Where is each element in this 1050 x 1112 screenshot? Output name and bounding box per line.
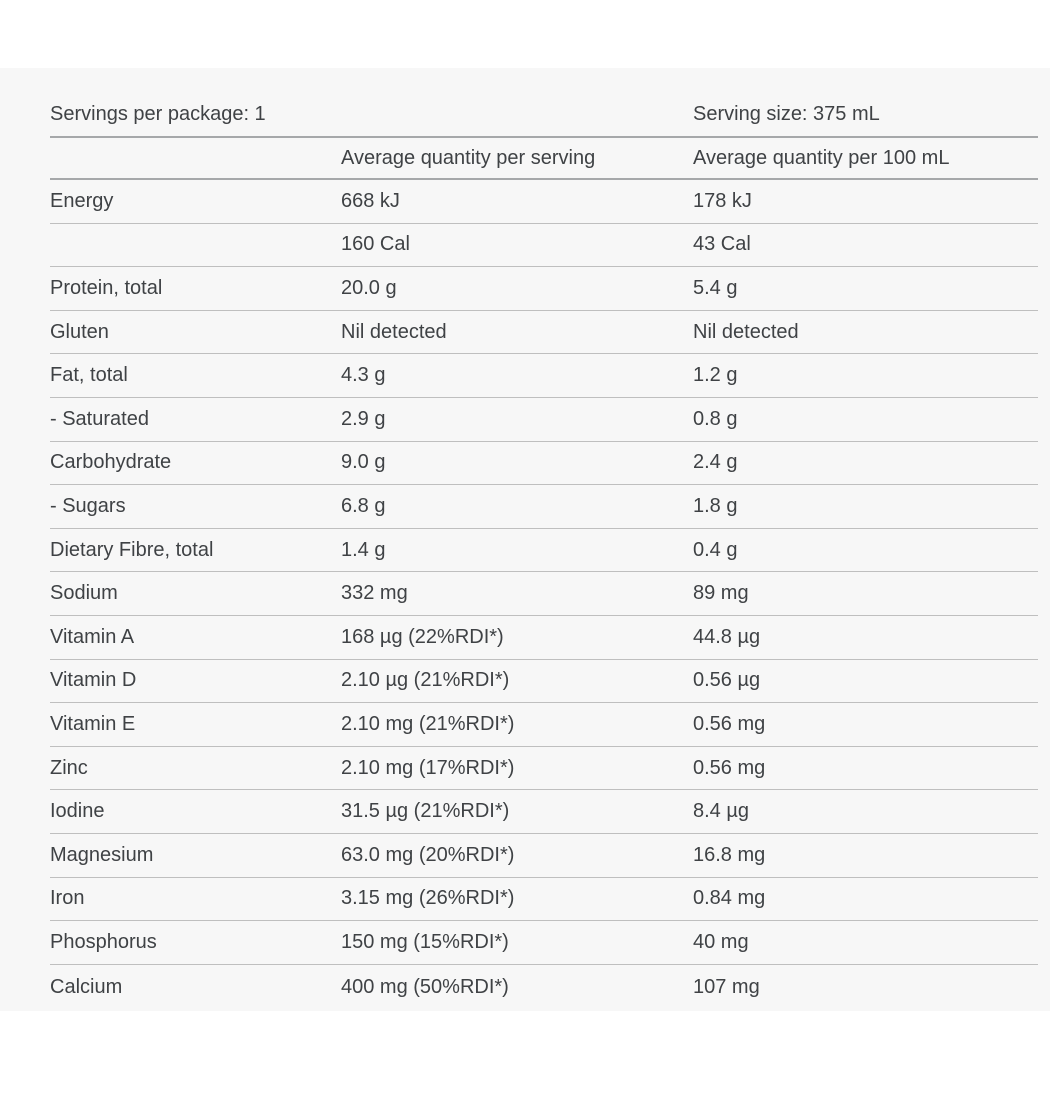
per-serving-cell: 160 Cal: [341, 223, 693, 268]
table-row: Gluten Nil detected Nil detected: [50, 310, 1038, 355]
per-serving-cell: 332 mg: [341, 571, 693, 616]
table-row: Vitamin E 2.10 mg (21%RDI*) 0.56 mg: [50, 702, 1038, 747]
column-header-row: Average quantity per serving Average qua…: [50, 137, 1038, 180]
table-body: Energy 668 kJ 178 kJ 160 Cal 43 Cal Prot…: [50, 179, 1038, 1011]
per-100ml-cell: 2.4 g: [693, 441, 1038, 486]
table-row: Sodium 332 mg 89 mg: [50, 571, 1038, 616]
per-100ml-cell: 8.4 µg: [693, 789, 1038, 834]
nutrient-name-cell: Zinc: [50, 746, 341, 791]
per-serving-cell: 2.10 µg (21%RDI*): [341, 659, 693, 704]
per-100ml-cell: 89 mg: [693, 571, 1038, 616]
per-100ml-cell: 40 mg: [693, 920, 1038, 965]
serving-size-label: Serving size: 375 mL: [693, 68, 1038, 138]
nutrition-panel: Servings per package: 1 Serving size: 37…: [0, 68, 1050, 1011]
column-header-nutrient: [50, 137, 341, 180]
per-100ml-cell: 178 kJ: [693, 179, 1038, 224]
nutrition-table: Servings per package: 1 Serving size: 37…: [50, 68, 1038, 1011]
per-serving-cell: 668 kJ: [341, 179, 693, 224]
table-row: Magnesium 63.0 mg (20%RDI*) 16.8 mg: [50, 833, 1038, 878]
nutrient-name-cell: Phosphorus: [50, 920, 341, 965]
nutrition-table-wrap: Servings per package: 1 Serving size: 37…: [50, 68, 1038, 1011]
nutrient-name-cell: Calcium: [50, 976, 123, 999]
per-serving-cell: 2.9 g: [341, 397, 693, 442]
per-serving-cell: 6.8 g: [341, 484, 693, 529]
table-row: Phosphorus 150 mg (15%RDI*) 40 mg: [50, 920, 1038, 965]
nutrient-name-cell: Sodium: [50, 571, 341, 616]
table-row: - Saturated 2.9 g 0.8 g: [50, 397, 1038, 442]
per-serving-cell: 4.3 g: [341, 353, 693, 398]
nutrient-name-cell: Vitamin E: [50, 702, 341, 747]
per-100ml-cell: 5.4 g: [693, 266, 1038, 311]
per-100ml-cell: 107 mg: [693, 976, 760, 999]
column-header-per-100ml: Average quantity per 100 mL: [693, 137, 1038, 180]
table-row: 160 Cal 43 Cal: [50, 223, 1038, 268]
per-serving-cell: Nil detected: [341, 310, 693, 355]
per-100ml-cell: 0.56 mg: [693, 702, 1038, 747]
per-100ml-cell: 43 Cal: [693, 223, 1038, 268]
serving-info-row: Servings per package: 1 Serving size: 37…: [50, 68, 1038, 138]
per-100ml-cell: 0.56 µg: [693, 659, 1038, 704]
per-serving-cell: 150 mg (15%RDI*): [341, 920, 693, 965]
nutrient-name-cell: Iron: [50, 877, 341, 922]
table-row: Zinc 2.10 mg (17%RDI*) 0.56 mg: [50, 746, 1038, 791]
table-row: Energy 668 kJ 178 kJ: [50, 179, 1038, 224]
nutrient-name-cell: Vitamin D: [50, 659, 341, 704]
per-serving-cell: 20.0 g: [341, 266, 693, 311]
per-serving-cell: 31.5 µg (21%RDI*): [341, 789, 693, 834]
nutrient-name-cell: Dietary Fibre, total: [50, 528, 341, 573]
per-100ml-cell: 0.8 g: [693, 397, 1038, 442]
per-serving-cell: 2.10 mg (21%RDI*): [341, 702, 693, 747]
table-row: Iron 3.15 mg (26%RDI*) 0.84 mg: [50, 877, 1038, 922]
nutrient-name-cell: Fat, total: [50, 353, 341, 398]
nutrient-name-cell: Protein, total: [50, 266, 341, 311]
column-header-per-serving: Average quantity per serving: [341, 137, 693, 180]
per-100ml-cell: 0.4 g: [693, 528, 1038, 573]
nutrient-name-cell: Gluten: [50, 310, 341, 355]
per-100ml-cell: 0.56 mg: [693, 746, 1038, 791]
nutrient-name-cell: Vitamin A: [50, 615, 341, 660]
per-serving-cell: 63.0 mg (20%RDI*): [341, 833, 693, 878]
table-row: Vitamin A 168 µg (22%RDI*) 44.8 µg: [50, 615, 1038, 660]
per-serving-cell: 9.0 g: [341, 441, 693, 486]
per-100ml-cell: 16.8 mg: [693, 833, 1038, 878]
servings-per-package-label: Servings per package: 1: [50, 68, 693, 138]
per-serving-cell: 2.10 mg (17%RDI*): [341, 746, 693, 791]
nutrient-name-cell: Iodine: [50, 789, 341, 834]
table-row: - Sugars 6.8 g 1.8 g: [50, 484, 1038, 529]
table-row: Fat, total 4.3 g 1.2 g: [50, 353, 1038, 398]
per-100ml-cell: 44.8 µg: [693, 615, 1038, 660]
table-row: Dietary Fibre, total 1.4 g 0.4 g: [50, 528, 1038, 573]
per-100ml-cell: Nil detected: [693, 310, 1038, 355]
per-serving-cell: 1.4 g: [341, 528, 693, 573]
per-serving-cell: 400 mg (50%RDI*): [341, 976, 509, 999]
table-row: Protein, total 20.0 g 5.4 g: [50, 266, 1038, 311]
nutrient-name-cell: Magnesium: [50, 833, 341, 878]
nutrient-name-cell: Carbohydrate: [50, 441, 341, 486]
table-row: Vitamin D 2.10 µg (21%RDI*) 0.56 µg: [50, 659, 1038, 704]
per-serving-cell: 168 µg (22%RDI*): [341, 615, 693, 660]
table-row: Calcium 400 mg (50%RDI*) 107 mg: [50, 964, 1038, 1011]
per-serving-cell: 3.15 mg (26%RDI*): [341, 877, 693, 922]
table-row: Iodine 31.5 µg (21%RDI*) 8.4 µg: [50, 789, 1038, 834]
table-row: Carbohydrate 9.0 g 2.4 g: [50, 441, 1038, 486]
nutrient-name-cell: Energy: [50, 179, 341, 224]
nutrient-name-cell: [50, 223, 341, 268]
per-100ml-cell: 0.84 mg: [693, 877, 1038, 922]
per-100ml-cell: 1.8 g: [693, 484, 1038, 529]
nutrient-name-cell: - Saturated: [50, 397, 341, 442]
per-100ml-cell: 1.2 g: [693, 353, 1038, 398]
nutrient-name-cell: - Sugars: [50, 484, 341, 529]
